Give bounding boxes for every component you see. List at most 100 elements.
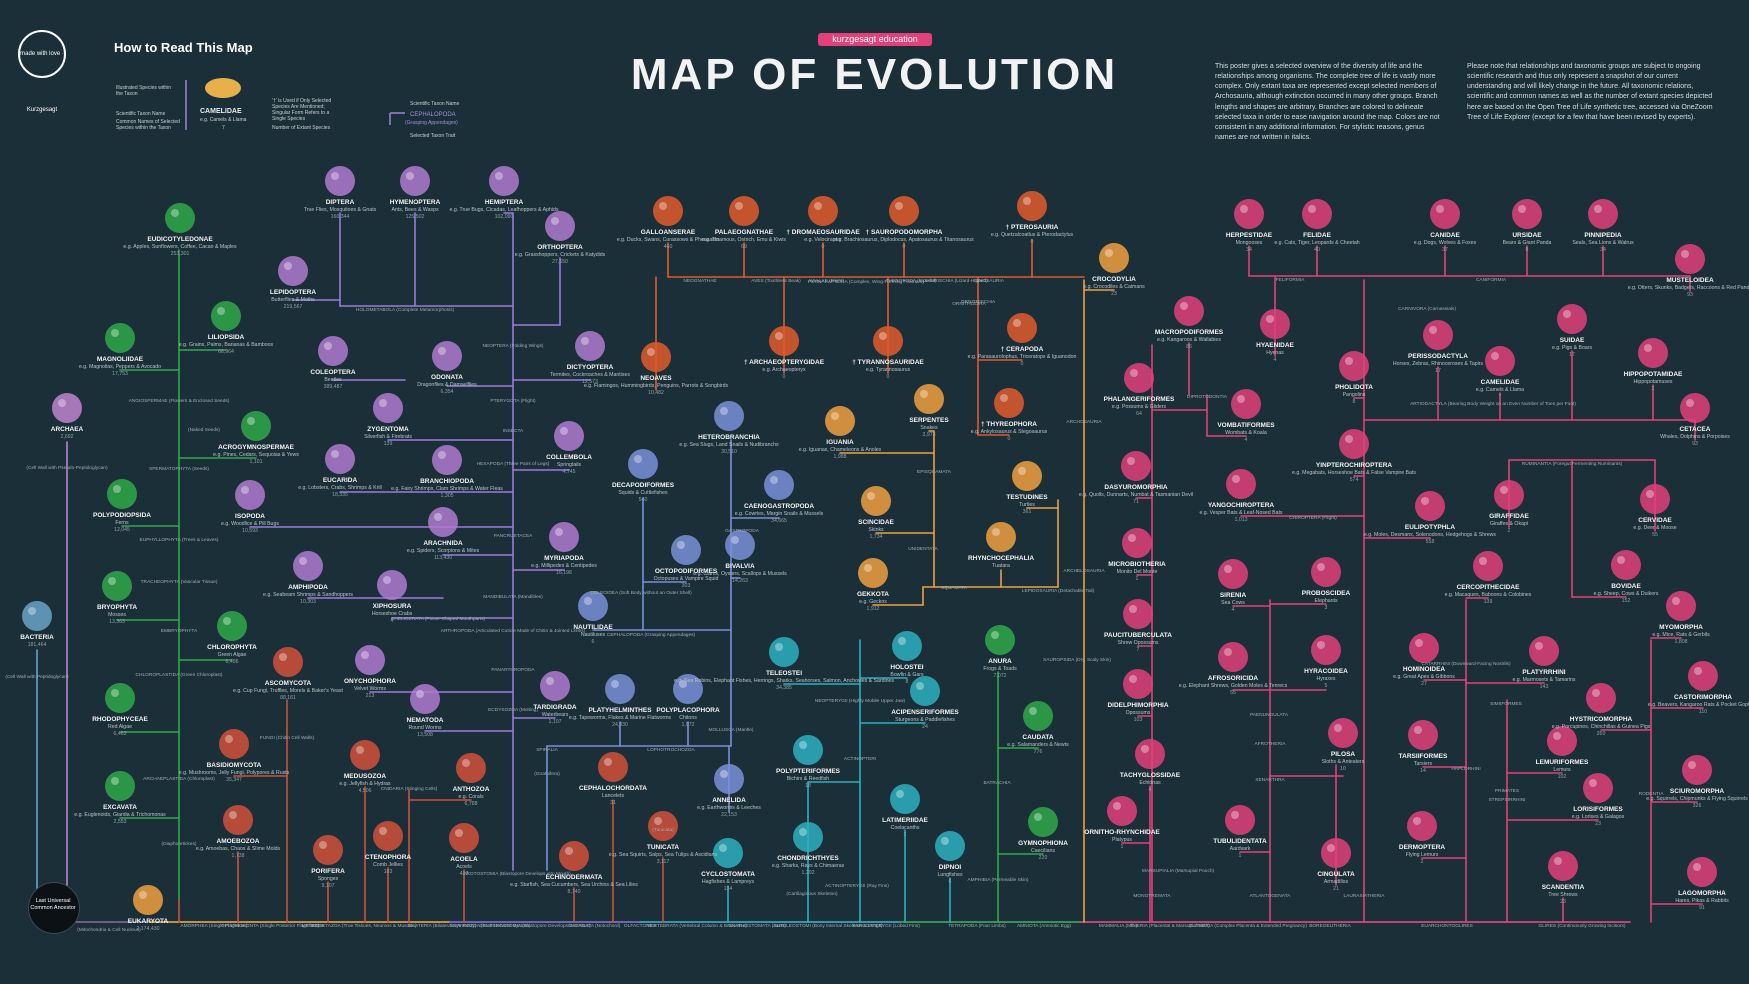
taxon-illustration-highlight bbox=[775, 643, 783, 651]
clade-label: EMBRYOPHYTA bbox=[160, 629, 198, 634]
taxon-species-count: 2,174,430 bbox=[136, 926, 160, 932]
taxon-illustration-highlight bbox=[1013, 319, 1021, 327]
taxon-name: MICROBIOTHERIA bbox=[1108, 561, 1166, 568]
taxon-name: DIDELPHIMORPHIA bbox=[1107, 702, 1169, 709]
taxon-species-count: 4 bbox=[1231, 607, 1235, 613]
taxon-name: COLEOPTERA bbox=[310, 369, 356, 376]
taxon-name: SERPENTES bbox=[909, 417, 949, 424]
taxon-common-names: Butterflies & Moths bbox=[271, 297, 315, 303]
taxon-illustration-highlight bbox=[1334, 724, 1342, 732]
taxon-common-names: Monito Del Monte bbox=[1116, 569, 1158, 575]
taxon-common-names: Pangolins bbox=[1342, 392, 1366, 398]
taxon-name: ISOPODA bbox=[235, 513, 265, 520]
taxon-common-names: Sea Cows bbox=[1221, 600, 1245, 606]
taxon-common-names: e.g. Megabats, Horseshoe Bats & False Va… bbox=[1292, 470, 1416, 476]
taxon-illustration-highlight bbox=[814, 202, 822, 210]
taxon-illustration bbox=[889, 196, 919, 226]
taxon-illustration-highlight bbox=[331, 450, 339, 458]
taxon-illustration-highlight bbox=[223, 617, 231, 625]
taxon-common-names: e.g. Jellyfish & Hydras bbox=[339, 781, 391, 787]
info-paragraph-left: This poster gives a selected overview of… bbox=[1215, 63, 1440, 141]
taxon-name: PORIFERA bbox=[311, 868, 345, 875]
clade-label: XENARTHRA bbox=[1255, 778, 1285, 783]
taxon-illustration bbox=[318, 336, 348, 366]
taxon-common-names: e.g. Magnolias, Peppers & Avocado bbox=[78, 364, 162, 370]
taxon-illustration-highlight bbox=[1414, 726, 1422, 734]
taxon-illustration-highlight bbox=[1554, 857, 1562, 865]
clade-label: (Naked Seeds) bbox=[188, 428, 220, 433]
taxon-illustration-highlight bbox=[647, 348, 655, 356]
taxon-illustration-highlight bbox=[565, 847, 573, 855]
clade-label: RODENTIA bbox=[1638, 792, 1664, 797]
taxon-illustration bbox=[1682, 755, 1712, 785]
key-illustrated: Illustrated Species within the Taxon bbox=[116, 85, 172, 97]
taxon-common-names: Tuatara bbox=[992, 563, 1010, 569]
taxon-illustration-highlight bbox=[604, 758, 612, 766]
taxon-illustration-highlight bbox=[677, 541, 685, 549]
taxon-illustration bbox=[107, 479, 137, 509]
taxon-species-count: 103 bbox=[1133, 717, 1143, 723]
taxon-illustration bbox=[165, 203, 195, 233]
taxon-illustration bbox=[22, 601, 52, 631]
taxon-species-count: 6,788 bbox=[464, 801, 478, 807]
taxon-illustration bbox=[1680, 393, 1710, 423]
taxon-name: SCINCIDAE bbox=[858, 519, 894, 526]
taxon-name: † DROMAEOSAURIDAE bbox=[786, 229, 860, 236]
taxon-illustration bbox=[1328, 718, 1358, 748]
taxon-illustration bbox=[1407, 811, 1437, 841]
taxon-illustration bbox=[241, 411, 271, 441]
taxon-species-count: 23 bbox=[1111, 291, 1117, 297]
taxon-illustration bbox=[1321, 838, 1351, 868]
taxon-name: DECAPODIFORMES bbox=[611, 482, 675, 489]
taxon-name: † SAUROPODOMORPHA bbox=[865, 229, 943, 236]
clade-label: ARCHOSAURIA bbox=[1066, 420, 1102, 425]
clade-label: GNATHOSTOMATA (Jaws) bbox=[728, 924, 786, 929]
taxon-common-names: e.g. Porcupines, Chinchillas & Guinea Pi… bbox=[1551, 724, 1651, 730]
taxon-species-count: 1,101 bbox=[249, 459, 263, 465]
taxon-name: EULIPOTYPHLA bbox=[1404, 524, 1456, 531]
taxon-illustration-highlight bbox=[916, 682, 924, 690]
taxon-common-names: Octopuses & Vampire Squid bbox=[653, 576, 719, 582]
taxon-illustration-highlight bbox=[1224, 648, 1232, 656]
clade-label: EUTELEOSTOMI (Bony Internal Skeleton & L… bbox=[773, 924, 883, 929]
taxon-illustration bbox=[714, 764, 744, 794]
clade-label: ARTIODACTYLA (Bearing Body Weight on an … bbox=[1410, 402, 1576, 407]
clade-label: MARSUPIALIA (Marsupial Pouch) bbox=[1141, 869, 1215, 874]
taxon-illustration-highlight bbox=[1327, 844, 1335, 852]
clade-label: UNIDENTATA bbox=[908, 547, 938, 552]
clade-label: SPERMATOPHYTA (Seeds) bbox=[149, 467, 209, 472]
taxon-species-count: 1,808 bbox=[1674, 639, 1688, 645]
taxon-illustration bbox=[1226, 469, 1256, 499]
taxon-illustration bbox=[575, 331, 605, 361]
clade-label: PANCRUSTACEA bbox=[493, 534, 533, 539]
taxon-species-count: 10,303 bbox=[300, 599, 316, 605]
taxon-name: MEDUSOZOA bbox=[343, 773, 387, 780]
taxon-illustration-highlight bbox=[1646, 490, 1654, 498]
taxon-name: LILIOPSIDA bbox=[207, 334, 245, 341]
taxon-illustration-highlight bbox=[324, 342, 332, 350]
taxon-species-count: 34 bbox=[1246, 247, 1252, 253]
clade-label: MAMMALIA (Milk) bbox=[1098, 924, 1138, 929]
taxon-illustration bbox=[1512, 199, 1542, 229]
key-sci-taxon: Scientific Taxon Name bbox=[410, 101, 460, 107]
taxon-name: LORISIFORMES bbox=[1573, 806, 1623, 813]
taxon-species-count: 143 bbox=[1539, 684, 1549, 690]
taxon-species-count: 66,964 bbox=[218, 349, 234, 355]
clade-label: AMNIOTA (Amniotic Egg) bbox=[1016, 924, 1072, 929]
taxon-illustration-highlight bbox=[462, 759, 470, 767]
taxon-common-names: e.g. Mice, Rats & Gerbils bbox=[1652, 632, 1710, 638]
taxon-common-names: Giraffes & Okapi bbox=[1490, 521, 1528, 527]
taxon-species-count: 152 bbox=[1621, 598, 1631, 604]
taxon-species-count: 776 bbox=[1033, 749, 1043, 755]
taxon-illustration-highlight bbox=[1129, 675, 1137, 683]
clade-label: ECDYSOZOA (Molting) bbox=[488, 708, 538, 713]
taxon-name: BACTERIA bbox=[20, 634, 54, 641]
taxon-name: RHYNCHOCEPHALIA bbox=[967, 555, 1035, 562]
clade-label: LOPHOTROCHOZOA bbox=[647, 748, 695, 753]
taxon-name: † TYRANNOSAURIDAE bbox=[852, 359, 924, 366]
taxon-illustration-highlight bbox=[1345, 435, 1353, 443]
taxon-common-names: e.g. Great Apes & Gibbons bbox=[1393, 674, 1455, 680]
taxon-common-names: e.g. Tapeworms, Flukes & Marine Flatworm… bbox=[568, 715, 672, 721]
taxon-species-count: 12,045 bbox=[114, 527, 130, 533]
taxon-common-names: Opossums bbox=[1125, 710, 1151, 716]
